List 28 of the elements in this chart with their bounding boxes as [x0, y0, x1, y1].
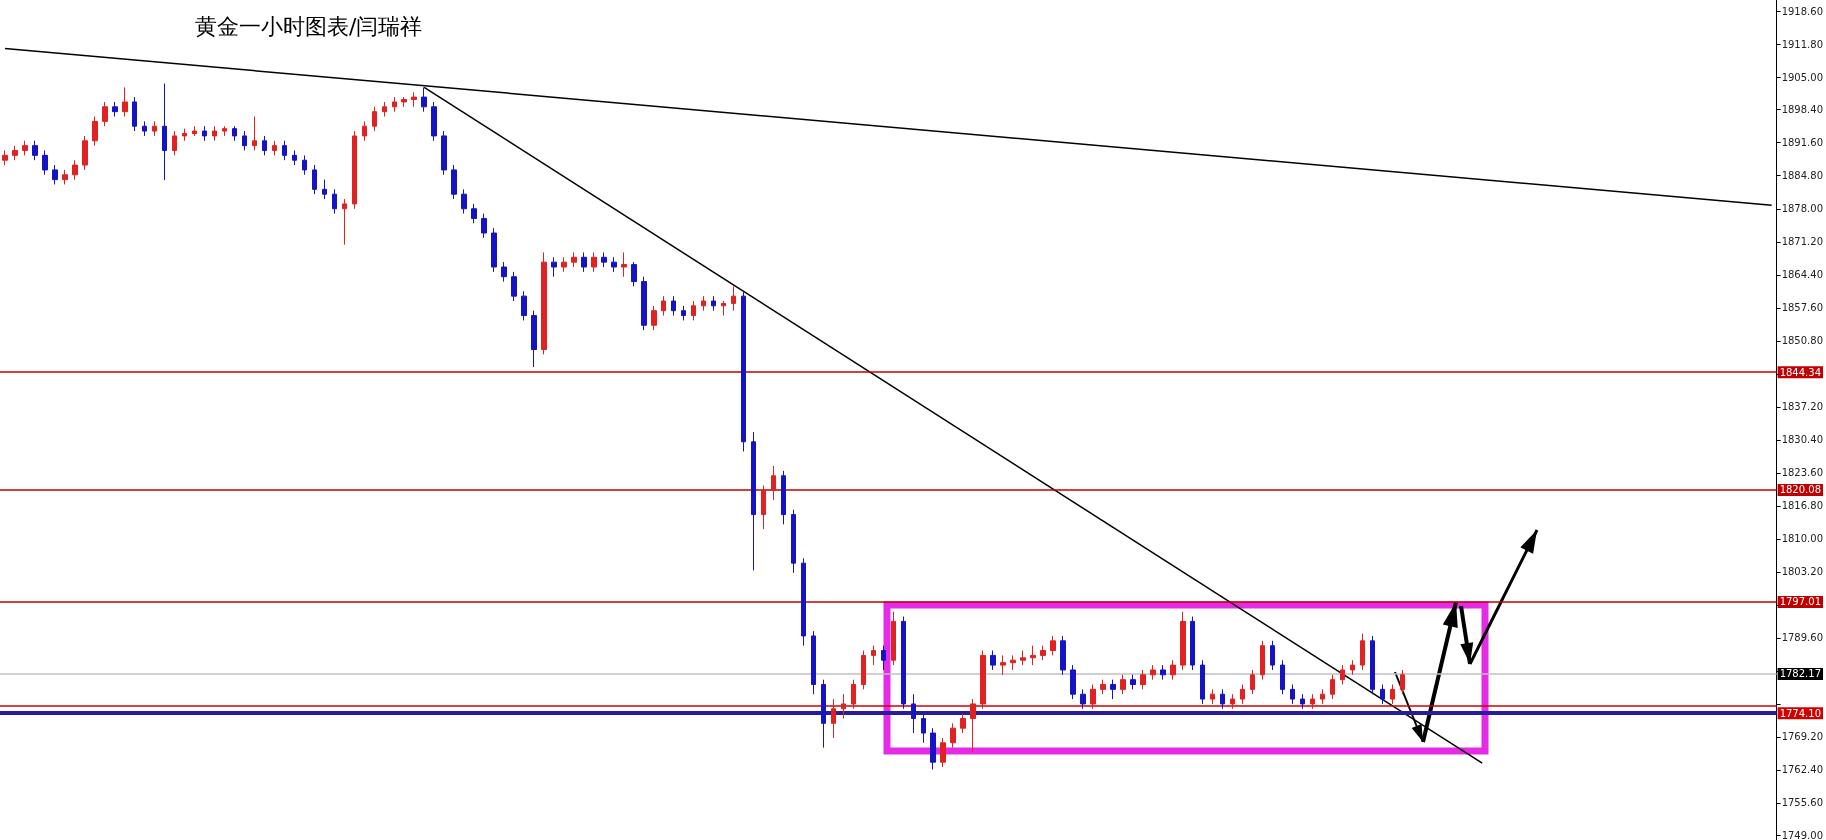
text: 黄金一小时图表/闫瑞祥: [195, 13, 423, 39]
y-tick-label: 1816.80: [1781, 500, 1824, 512]
y-tick-label: 1803.20: [1781, 566, 1824, 578]
y-tick-label: 1789.60: [1781, 632, 1824, 644]
ref-line-label: 1782.17: [1779, 668, 1822, 680]
y-tick-label: 1864.40: [1781, 269, 1824, 281]
y-tick-label: 1837.20: [1781, 401, 1824, 413]
y-tick-label: 1871.20: [1781, 236, 1824, 248]
y-tick-label: 1850.80: [1781, 335, 1824, 347]
ref-line-label: 1844.34: [1779, 366, 1822, 378]
y-tick-label: 1769.20: [1781, 731, 1824, 743]
y-tick-label: 1823.60: [1781, 467, 1824, 479]
y-tick-label: 1755.60: [1781, 797, 1824, 809]
y-tick-label: 1878.00: [1781, 203, 1824, 215]
y-tick-label: 1749.00: [1781, 829, 1824, 840]
y-tick-label: 1891.60: [1781, 137, 1824, 149]
y-tick-label: 1905.00: [1781, 72, 1824, 84]
y-tick-label: 1830.40: [1781, 434, 1824, 446]
y-tick-label: 1857.60: [1781, 302, 1824, 314]
y-tick-label: 1884.80: [1781, 170, 1824, 182]
ref-line-label: 1797.01: [1779, 596, 1822, 608]
y-tick-label: 1918.60: [1781, 6, 1824, 18]
ref-line-label: 1820.08: [1779, 484, 1822, 496]
y-tick-label: 1898.40: [1781, 104, 1824, 116]
y-tick-label: 1810.00: [1781, 533, 1824, 545]
y-tick-label: 1911.80: [1781, 39, 1824, 51]
ref-line-label: 1774.10: [1779, 707, 1822, 719]
y-tick-label: 1762.40: [1781, 764, 1824, 776]
